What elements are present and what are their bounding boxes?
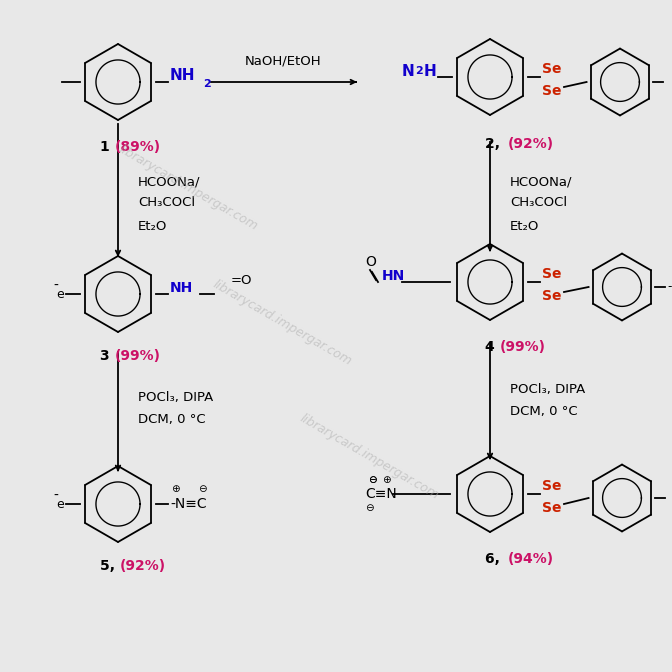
Text: 1: 1 — [100, 140, 115, 154]
Text: -: - — [53, 279, 58, 293]
Text: H: H — [423, 63, 436, 79]
Text: ⊕: ⊕ — [171, 484, 179, 494]
Text: librarycard.impergar.com: librarycard.impergar.com — [210, 278, 354, 368]
Text: DCM, 0 °C: DCM, 0 °C — [510, 405, 578, 419]
Text: O: O — [365, 255, 376, 269]
Text: (92%): (92%) — [120, 559, 166, 573]
Text: HCOONa/: HCOONa/ — [138, 175, 200, 189]
Text: -N: -N — [667, 280, 672, 294]
Text: Se: Se — [542, 479, 562, 493]
Text: HN: HN — [382, 269, 405, 283]
Text: NH: NH — [170, 281, 194, 295]
Text: librarycard.impergar.com: librarycard.impergar.com — [116, 143, 260, 233]
Text: POCl₃, DIPA: POCl₃, DIPA — [510, 384, 585, 396]
Text: -: - — [53, 489, 58, 503]
Text: 2: 2 — [415, 66, 423, 76]
Text: -N≡C: -N≡C — [170, 497, 206, 511]
Text: 3: 3 — [100, 349, 114, 363]
Text: Et₂O: Et₂O — [510, 220, 540, 233]
Text: 2: 2 — [203, 79, 211, 89]
Text: CH₃COCl: CH₃COCl — [138, 196, 195, 208]
Text: (99%): (99%) — [500, 340, 546, 354]
Text: DCM, 0 °C: DCM, 0 °C — [138, 413, 206, 425]
Text: NH: NH — [170, 69, 196, 83]
Text: ⊖: ⊖ — [198, 484, 207, 494]
Text: ⊖: ⊖ — [368, 475, 377, 485]
Text: ⊖: ⊖ — [365, 503, 374, 513]
Text: Se: Se — [542, 267, 562, 281]
Text: 5,: 5, — [100, 559, 120, 573]
Text: Et₂O: Et₂O — [138, 220, 167, 233]
Text: Se: Se — [542, 62, 562, 76]
Text: CH₃COCl: CH₃COCl — [510, 196, 567, 208]
Text: Se: Se — [542, 289, 562, 303]
Text: ⊕: ⊕ — [382, 475, 390, 485]
Text: 2,: 2, — [485, 137, 505, 151]
Text: Se: Se — [542, 501, 562, 515]
Text: (89%): (89%) — [115, 140, 161, 154]
Text: HCOONa/: HCOONa/ — [510, 175, 573, 189]
Text: POCl₃, DIPA: POCl₃, DIPA — [138, 390, 213, 403]
Text: 4: 4 — [485, 340, 499, 354]
Text: N: N — [401, 63, 414, 79]
Text: (99%): (99%) — [115, 349, 161, 363]
Text: (92%): (92%) — [508, 137, 554, 151]
Text: e: e — [56, 288, 64, 300]
Text: ⊖: ⊖ — [368, 475, 377, 485]
Text: C≡N: C≡N — [365, 487, 396, 501]
Text: (94%): (94%) — [508, 552, 554, 566]
Text: 6,: 6, — [485, 552, 505, 566]
Text: NaOH/EtOH: NaOH/EtOH — [245, 55, 321, 68]
Text: Se: Se — [542, 84, 562, 98]
Text: =O: =O — [231, 274, 253, 286]
Text: e: e — [56, 497, 64, 511]
Text: librarycard.impergar.com: librarycard.impergar.com — [298, 412, 442, 502]
